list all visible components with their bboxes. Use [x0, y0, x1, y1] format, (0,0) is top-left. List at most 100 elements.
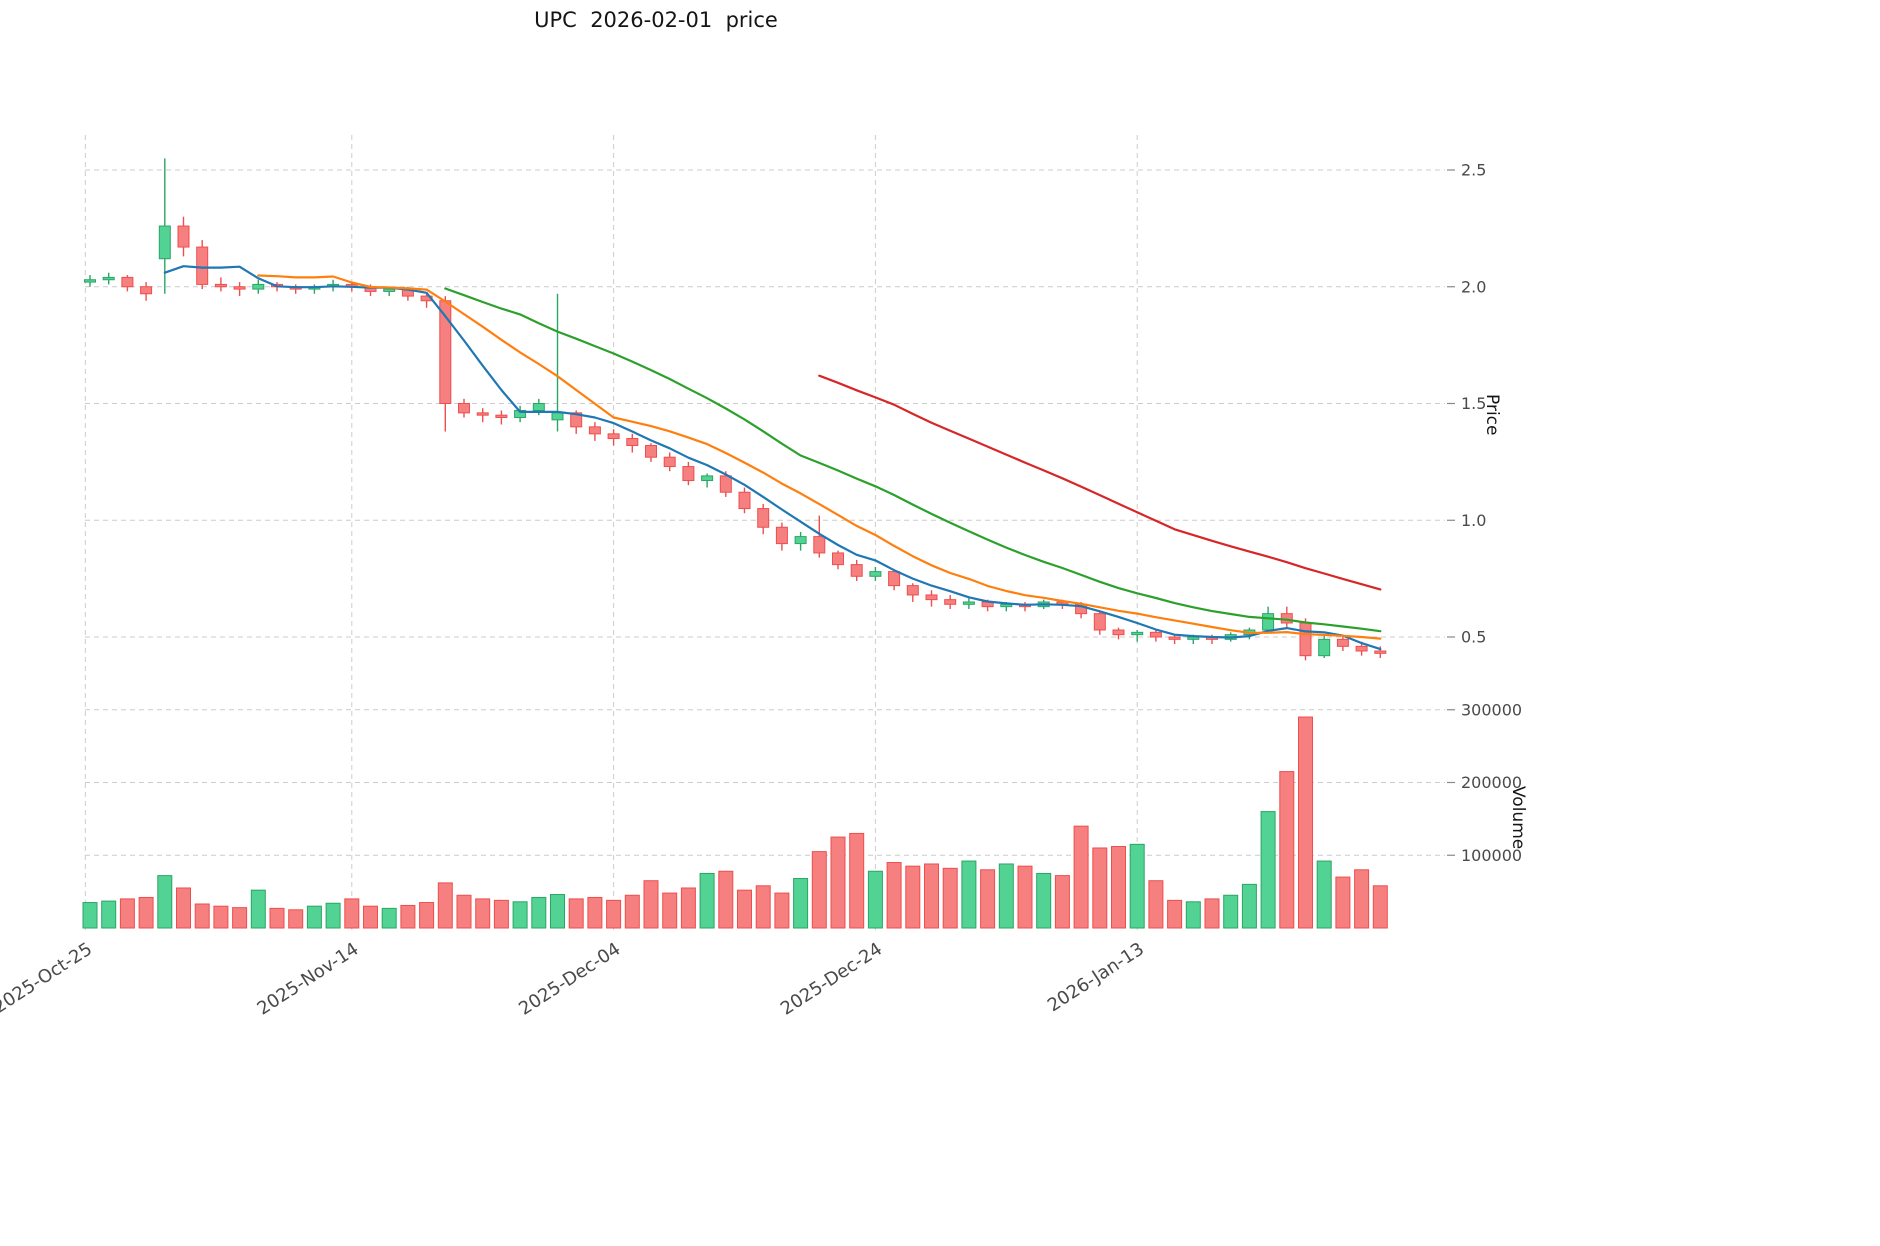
candle-body — [196, 246, 209, 285]
candle-body — [906, 585, 919, 596]
candle-body — [832, 552, 844, 566]
volume-bar — [886, 862, 902, 929]
candle-body — [476, 412, 489, 416]
volume-bar — [1279, 771, 1295, 929]
volume-bar — [606, 899, 622, 929]
volume-bar — [755, 885, 771, 929]
candle-body — [588, 426, 601, 435]
volume-bar — [1167, 899, 1183, 929]
volume-bar — [718, 870, 734, 929]
volume-tick-label: 300000 — [1461, 700, 1522, 719]
volume-bar — [288, 909, 304, 929]
candle-body — [383, 288, 396, 292]
volume-bar — [157, 875, 173, 929]
candle-body — [1168, 636, 1181, 640]
volume-bar — [250, 889, 266, 929]
volume-bar — [400, 904, 416, 929]
volume-bar — [1111, 846, 1126, 929]
candle-body — [925, 594, 938, 601]
candle-body — [1374, 650, 1387, 654]
candle-body — [252, 283, 265, 290]
volume-bar — [213, 905, 229, 929]
candle-body — [962, 601, 975, 605]
candle-body — [1336, 638, 1349, 647]
volume-bar — [306, 905, 322, 929]
volume-bar — [119, 898, 135, 929]
candle-body — [850, 564, 863, 577]
candle-body — [495, 414, 508, 419]
volume-bar — [699, 872, 715, 929]
volume-bar — [550, 894, 565, 929]
volume-bar — [1148, 880, 1164, 929]
volume-bar — [1036, 872, 1052, 929]
volume-bar — [774, 892, 790, 929]
price-tick-label: 2.5 — [1461, 161, 1486, 180]
x-tick-label: 2025-Dec-04 — [515, 939, 624, 1020]
candle-body — [738, 491, 751, 510]
volume-bar — [1054, 875, 1070, 929]
volume-bar — [531, 896, 547, 929]
candle-body — [869, 571, 882, 577]
price-tick-label: 1.0 — [1461, 511, 1486, 530]
volume-bar — [1223, 894, 1239, 929]
candle-body — [775, 526, 788, 545]
candle-body — [701, 475, 714, 482]
volume-bar — [475, 898, 491, 929]
candle-body — [1299, 622, 1312, 657]
candle-body — [458, 403, 470, 414]
candle-body — [1355, 645, 1368, 652]
volume-tick-label: 200000 — [1461, 773, 1522, 792]
candle-body — [214, 283, 227, 288]
volume-bar — [437, 882, 453, 929]
volume-bar — [680, 887, 696, 929]
volume-bar — [344, 898, 360, 929]
candle-body — [102, 276, 115, 281]
x-tick-label: 2025-Nov-14 — [253, 939, 362, 1020]
volume-bar — [1017, 865, 1033, 929]
volume-bar — [1298, 716, 1313, 929]
ma-line-20 — [444, 287, 1382, 633]
volume-bar — [82, 902, 98, 929]
ma-line-10 — [257, 274, 1382, 640]
volume-bar — [419, 902, 435, 929]
volume-bar — [1185, 901, 1201, 929]
candle-body — [84, 279, 96, 283]
candle-body — [757, 508, 770, 528]
volume-bar — [905, 865, 921, 929]
volume-bar — [998, 863, 1014, 929]
volume-bar — [363, 905, 378, 929]
price-tick-label: 0.5 — [1461, 628, 1486, 647]
candle-body — [532, 403, 545, 412]
candle-body — [607, 433, 620, 440]
candle-body — [626, 438, 639, 447]
volume-bar — [587, 896, 603, 929]
volume-bar — [493, 899, 509, 929]
volume-bar — [194, 903, 210, 929]
x-tick-label: 2025-Oct-25 — [0, 939, 96, 1018]
volume-bar — [1129, 843, 1145, 929]
candle-body — [1093, 613, 1106, 631]
volume-bar — [793, 878, 809, 929]
volume-bar — [456, 894, 472, 929]
candle-body — [719, 475, 732, 493]
volume-bar — [176, 887, 191, 929]
volume-bar — [624, 894, 640, 929]
candle-body — [944, 599, 957, 605]
candle-body — [121, 276, 134, 288]
volume-bar — [924, 863, 939, 929]
x-tick-label: 2025-Dec-24 — [777, 939, 886, 1020]
volume-bar — [1204, 898, 1220, 929]
price-tick-label: 1.5 — [1461, 394, 1486, 413]
volume-bar — [269, 907, 285, 929]
volume-bar — [1260, 811, 1276, 929]
volume-bar — [568, 898, 584, 929]
candle-body — [663, 456, 676, 468]
candle-body — [813, 536, 826, 554]
volume-bar — [961, 860, 977, 929]
volume-bar — [1241, 883, 1257, 929]
volume-bar — [1372, 885, 1388, 929]
volume-bar — [1092, 847, 1108, 929]
candle-body — [645, 445, 657, 458]
volume-bar — [737, 889, 752, 929]
